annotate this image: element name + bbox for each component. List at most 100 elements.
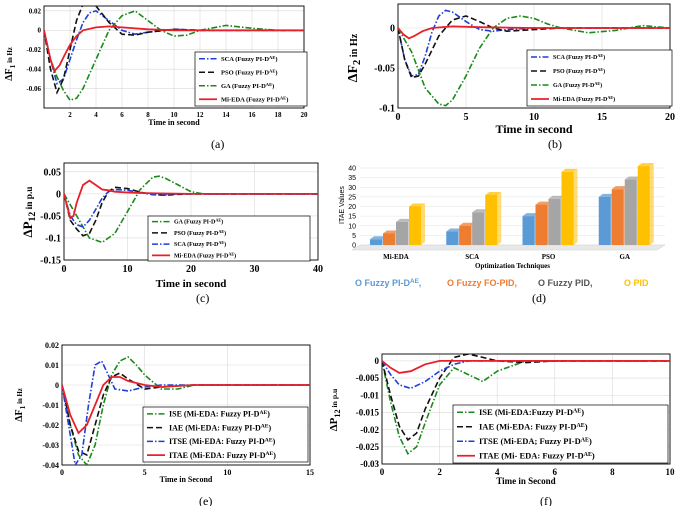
legend-label: O Fuzzy FO-PID, (447, 278, 517, 288)
x-tick-label: 20 (665, 112, 675, 123)
x-tick-label: 6 (120, 111, 124, 119)
axes-frame (61, 344, 311, 466)
bar (383, 233, 395, 245)
y-tick-label: -0.01 (360, 390, 379, 400)
x-axis-label: Time in second (156, 278, 227, 290)
legend-label: Mi-EDA (Fuzzy PI-DAE) (174, 251, 236, 259)
y-tick-label: -0.03 (42, 441, 59, 450)
x-tick-label: 0 (62, 264, 67, 275)
bar-top (459, 222, 476, 226)
y-tick-label: -0.1 (379, 104, 395, 115)
legend-label: ITAE (Mi-EDA: Fuzzy PI-DAE) (169, 451, 276, 460)
legend: GA (Fuzzy PI-DAE) PSO (Fuzzy PI-DAE) SCA (… (147, 215, 311, 262)
bar-side (497, 191, 502, 245)
y-tick-label: 0 (38, 27, 42, 35)
series-line (44, 9, 304, 102)
legend-label: ISE (Mi-EDA: Fuzzy PI-DAE) (169, 410, 270, 419)
x-tick-label: 10 (529, 112, 539, 123)
y-tick-label: -0.06 (26, 85, 41, 93)
y-tick-label: -0.025 (356, 442, 380, 452)
bar-top (472, 209, 489, 213)
y-tick-label: 40 (348, 166, 356, 173)
legend-label: ITSE (Mi-EDA; Fuzzy PI-DAE) (479, 436, 592, 446)
bar-top (383, 230, 399, 234)
series-line (62, 356, 310, 465)
x-tick-label: 10 (123, 264, 133, 275)
x-tick-label: Mi-EDA (383, 253, 409, 261)
legend-box (142, 406, 309, 463)
x-tick-label: 20 (301, 111, 309, 119)
x-tick-label: 5 (464, 112, 469, 123)
bar-top (522, 213, 539, 217)
bar-top (535, 201, 552, 205)
x-tick-label: 10 (666, 467, 676, 477)
chart-caption: (c) (196, 291, 209, 305)
bar-top (485, 191, 502, 195)
y-axis-label: ITAE Values (339, 186, 346, 224)
x-tick-label: 8 (146, 111, 150, 119)
x-tick-label: 2 (68, 111, 72, 119)
bar-side (649, 163, 654, 245)
bar (624, 179, 637, 245)
legend-label: Mi-EDA (Fuzzy PI-DAE) (221, 95, 288, 103)
legend-label: PSO (Fuzzy PI-DAE) (174, 229, 226, 237)
x-tick-label: 2 (437, 467, 442, 477)
chart-b: (b) 0 5 10 15 20 0 -0.05 -0.1 ΔF2 in Hz Time in se… (346, 3, 675, 151)
chart-a: (a) 2 4 6 8 10 12 14 16 18 20 0.02 0 -0.02 -0.04 -0.06 Δ… (4, 5, 309, 151)
x-tick-label: 20 (186, 264, 196, 275)
chart-caption: (d) (532, 291, 546, 305)
x-tick-label: 30 (250, 264, 260, 275)
chart-f: (f) 0 2 4 6 8 10 0 -0.005 -0.01 -0.015 -0.02 -0.025 -… (328, 353, 676, 506)
x-axis-label: Time in Second (496, 476, 555, 486)
bar-top (637, 163, 654, 167)
legend-label: GA (Fuzzy PI-DAE) (553, 81, 602, 89)
x-tick-label: 10 (223, 468, 231, 477)
y-tick-label: -0.04 (42, 461, 59, 470)
y-axis-label: ΔF1 in Hz (4, 47, 17, 81)
y-tick-label: 0 (352, 243, 356, 250)
y-tick-label: 10 (348, 223, 356, 230)
bar (535, 204, 548, 245)
bar-side (421, 203, 425, 245)
legend-label: Mi-EDA (Fuzzy PI-DAE) (553, 95, 615, 103)
chart-caption: (e) (199, 494, 212, 506)
x-axis-label: Time in second (148, 118, 200, 127)
y-axis-label: ΔF2 in Hz (346, 33, 363, 82)
x-tick-label: 5 (143, 468, 147, 477)
y-tick-label: -0.04 (26, 66, 41, 74)
legend-label: PSO (Fuzzy PI-DAE) (553, 67, 605, 75)
x-tick-label: 12 (197, 111, 205, 119)
legend-label: IAE (Mi-EDA: Fuzzy PI-DAE) (169, 423, 272, 432)
legend-label: ITAE (Mi- EDA: Fuzzy PI-DAE) (479, 451, 595, 461)
bar-top (548, 195, 565, 199)
y-tick-label: 5 (352, 233, 356, 240)
y-tick-label: -0.015 (356, 408, 380, 418)
x-tick-label: 15 (306, 468, 314, 477)
y-tick-label: -0.05 (374, 64, 395, 75)
x-axis-label: Time in Second (160, 475, 213, 484)
x-tick-label: 6 (553, 467, 558, 477)
legend: SCA (Fuzzy PI-DAE) PSO (Fuzzy PI-DAE) GA (… (194, 51, 308, 107)
x-tick-label: PSO (542, 253, 556, 261)
bar (485, 194, 498, 245)
series-line (398, 25, 670, 40)
legend-label: SCA (Fuzzy PI-DAE) (221, 55, 278, 63)
bar (396, 221, 408, 245)
legend-label: SCA (Fuzzy PI-DAE) (174, 240, 226, 248)
chart-caption: (b) (548, 137, 562, 151)
y-tick-label: -0.15 (40, 256, 61, 267)
y-tick-label: 0 (56, 189, 61, 200)
x-tick-label: 0 (396, 112, 401, 123)
y-tick-label: 30 (348, 185, 356, 192)
series-line (64, 179, 318, 220)
series-line (62, 376, 310, 435)
bar-top (624, 176, 641, 180)
legend-label: O Fuzzy PID, (538, 278, 593, 288)
legend-label: GA (Fuzzy PI-DAE) (221, 82, 274, 90)
x-tick-label: 4 (495, 467, 500, 477)
x-tick-label: SCA (465, 253, 479, 261)
chart-caption: (f) (540, 494, 552, 506)
x-tick-label: 0 (60, 468, 64, 477)
